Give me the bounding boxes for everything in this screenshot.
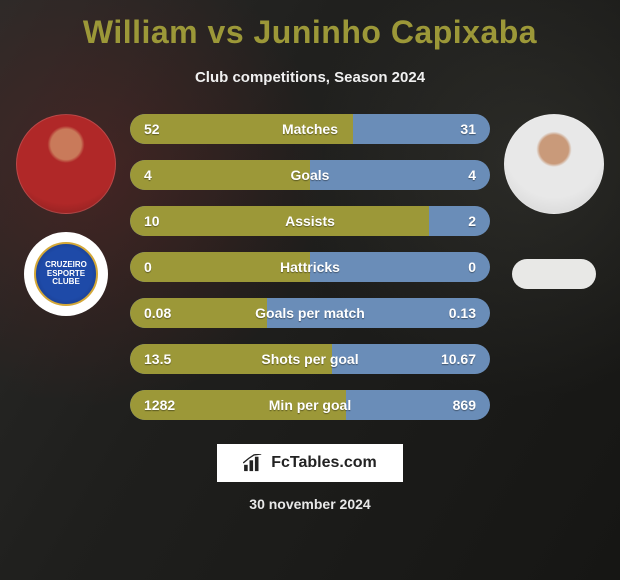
stat-row: 0Hattricks0 [130,252,490,282]
stat-row: 4Goals4 [130,160,490,190]
stat-label: Shots per goal [130,351,490,367]
stat-label: Hattricks [130,259,490,275]
club-badge-label: CRUZEIRO ESPORTE CLUBE [34,242,98,306]
player-right-club-badge [512,232,596,316]
left-player-column: CRUZEIRO ESPORTE CLUBE [6,114,126,420]
player-left-club-badge: CRUZEIRO ESPORTE CLUBE [24,232,108,316]
stat-row: 52Matches31 [130,114,490,144]
stat-value-right: 0.13 [449,305,476,321]
stat-label: Goals per match [130,305,490,321]
stat-row: 0.08Goals per match0.13 [130,298,490,328]
stat-row: 1282Min per goal869 [130,390,490,420]
stat-value-right: 4 [468,167,476,183]
stat-row: 13.5Shots per goal10.67 [130,344,490,374]
player-left-avatar [16,114,116,214]
stats-list: 52Matches314Goals410Assists20Hattricks00… [126,114,494,420]
stat-label: Matches [130,121,490,137]
player-right-avatar [504,114,604,214]
stat-row: 10Assists2 [130,206,490,236]
stat-value-right: 0 [468,259,476,275]
date-label: 30 november 2024 [249,496,370,512]
stat-label: Goals [130,167,490,183]
stat-label: Assists [130,213,490,229]
source-logo: FcTables.com [217,444,403,482]
chart-icon [243,454,265,472]
stat-value-right: 10.67 [441,351,476,367]
right-player-column [494,114,614,420]
stat-value-right: 31 [460,121,476,137]
stat-label: Min per goal [130,397,490,413]
stat-value-right: 869 [453,397,476,413]
stat-value-right: 2 [468,213,476,229]
subtitle: Club competitions, Season 2024 [195,69,425,86]
source-label: FcTables.com [271,454,377,472]
page-title: William vs Juninho Capixaba [83,14,537,51]
